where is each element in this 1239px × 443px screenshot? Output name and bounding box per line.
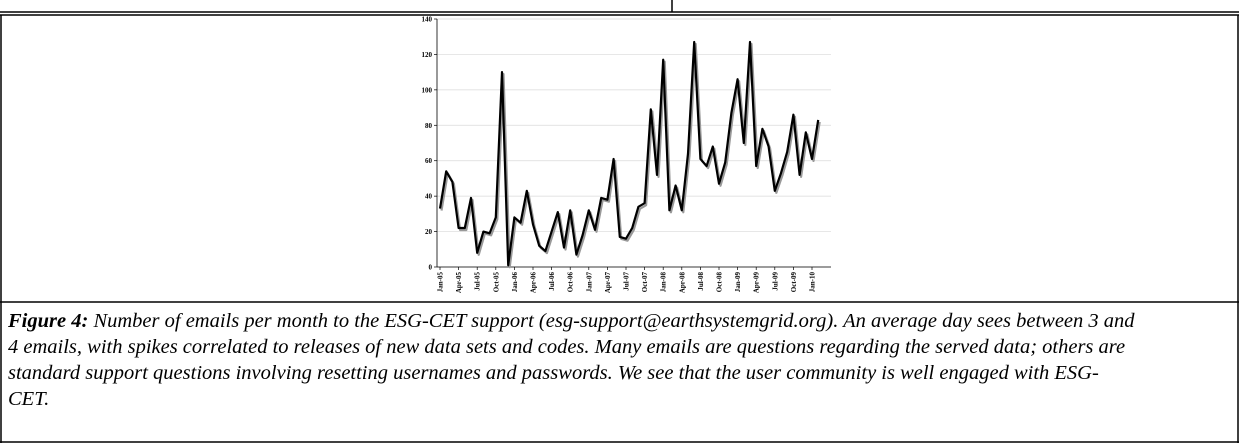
y-tick-label: 120 bbox=[422, 51, 433, 59]
x-tick-label: Jan-08 bbox=[660, 272, 668, 293]
x-tick-label: Apr-09 bbox=[753, 272, 761, 294]
series-shadow bbox=[440, 42, 821, 269]
caption-label: Figure 4: bbox=[8, 310, 89, 332]
x-tick-label: Jan-10 bbox=[809, 272, 817, 293]
x-tick-label: Oct-09 bbox=[790, 272, 798, 293]
x-tick-label: Oct-06 bbox=[567, 272, 575, 293]
figure-caption: Figure 4: Number of emails per month to … bbox=[8, 308, 1138, 412]
series-line bbox=[438, 40, 820, 267]
x-tick-label: Jul-06 bbox=[548, 272, 556, 291]
x-tick-label: Apr-07 bbox=[604, 272, 612, 294]
x-tick-label: Jul-07 bbox=[623, 272, 631, 291]
y-tick-label: 20 bbox=[425, 228, 433, 236]
x-tick-label: Jan-05 bbox=[437, 272, 445, 293]
x-tick-label: Oct-07 bbox=[641, 272, 649, 293]
x-tick-label: Jan-06 bbox=[511, 272, 519, 293]
x-tick-label: Jul-08 bbox=[697, 272, 705, 291]
y-tick-label: 100 bbox=[422, 86, 433, 94]
x-tick-label: Oct-08 bbox=[716, 272, 724, 293]
chart: 0 20 40 60 80 100 120 140 Jan-05 Apr-05 Jul-05 Oct-… bbox=[422, 16, 831, 294]
x-tick-label: Jul-05 bbox=[474, 272, 482, 291]
y-tick-label: 40 bbox=[425, 193, 433, 201]
x-tick-label: Jul-09 bbox=[771, 272, 779, 291]
caption-text: Number of emails per month to the ESG-CE… bbox=[8, 310, 1135, 410]
x-tick-label: Apr-06 bbox=[530, 272, 538, 294]
y-tick-label: 80 bbox=[425, 122, 433, 130]
x-tick-label: Jan-09 bbox=[734, 272, 742, 293]
x-tick-label: Oct-05 bbox=[492, 272, 500, 293]
x-tick-label: Jan-07 bbox=[585, 272, 593, 293]
x-tick-label: Apr-08 bbox=[678, 272, 686, 294]
y-tick-label: 0 bbox=[429, 264, 433, 272]
x-tick-label: Apr-05 bbox=[455, 272, 463, 294]
y-tick-label: 140 bbox=[422, 16, 433, 24]
y-tick-label: 60 bbox=[425, 157, 433, 165]
